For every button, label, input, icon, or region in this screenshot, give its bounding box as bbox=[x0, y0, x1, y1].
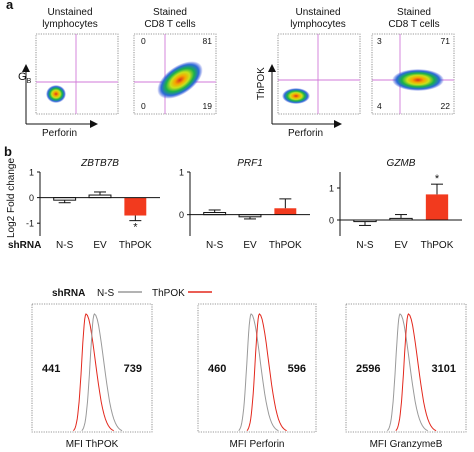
bar-chart-x-tick-label: ThPOK bbox=[421, 240, 454, 251]
bar-chart-2: PRF1 1 0 N-S EV ThPOK bbox=[179, 158, 310, 251]
flow-left-plot2-population bbox=[157, 61, 203, 99]
bar-chart-x-tick-label: N-S bbox=[56, 240, 74, 251]
bar bbox=[425, 194, 449, 220]
flow-left-quadrant-ll: 0 bbox=[141, 101, 146, 111]
flow-left-plot2-title-line1: Stained bbox=[153, 7, 187, 18]
histogram-curve bbox=[73, 313, 114, 432]
bar-chart-y-tick-label: 0 bbox=[329, 216, 334, 226]
histogram-x-label: MFI GranzymeB bbox=[370, 439, 443, 450]
bar-chart-y-tick-label: 1 bbox=[329, 184, 334, 194]
bar-chart-y-tick-label: 1 bbox=[179, 168, 184, 178]
flow-right-quadrant-ur: 71 bbox=[441, 36, 451, 46]
flow-right-plot2: 3 71 4 22 bbox=[371, 33, 455, 115]
histogram-3: 2596 3101 MFI GranzymeB bbox=[345, 303, 467, 450]
histogram-curve bbox=[387, 313, 428, 432]
bar-chart-x-tick-label: EV bbox=[93, 240, 107, 251]
flow-right-plot1-population bbox=[282, 88, 310, 104]
bar-chart-x-tick-label: N-S bbox=[206, 240, 224, 251]
histogram-frame bbox=[31, 303, 153, 433]
histogram-right-mfi: 3101 bbox=[432, 363, 456, 375]
panel-c-legend: shRNA N-S ThPOK bbox=[52, 288, 212, 299]
histogram-left-mfi: 2596 bbox=[356, 363, 380, 375]
histogram-curve bbox=[395, 313, 437, 432]
histogram-curve bbox=[246, 313, 287, 432]
panel-b-shrna-label: shRNA bbox=[8, 240, 41, 251]
bar-chart-x-tick-label: ThPOK bbox=[269, 240, 302, 251]
bar-chart-1: ZBTB7B 1 0 -1 N-S EV * ThPOK bbox=[26, 158, 160, 251]
histogram-1: 441 739 MFI ThPOK bbox=[31, 303, 153, 450]
bar-chart-y-tick-label: 0 bbox=[179, 210, 184, 220]
bar-chart-x-tick-label: EV bbox=[243, 240, 257, 251]
flow-right-plot1 bbox=[277, 33, 361, 115]
flow-left-quadrant-lr: 19 bbox=[203, 101, 213, 111]
significance-marker: * bbox=[435, 173, 440, 185]
flow-right-plot1-title-line1: Unstained bbox=[295, 7, 340, 18]
bar-chart-y-tick-label: -1 bbox=[26, 219, 34, 229]
histogram-2: 460 596 MFI Perforin bbox=[197, 303, 317, 450]
flow-right-x-axis-label: Perforin bbox=[288, 128, 323, 139]
histogram-left-mfi: 460 bbox=[208, 363, 226, 375]
legend-shrna-label: shRNA bbox=[52, 288, 85, 299]
bar-chart-x-tick-label: EV bbox=[394, 240, 408, 251]
histogram-right-mfi: 596 bbox=[288, 363, 306, 375]
flow-left-x-axis-label: Perforin bbox=[42, 128, 77, 139]
flow-left-plot2: 0 81 0 19 bbox=[133, 33, 217, 115]
histogram-x-label: MFI ThPOK bbox=[66, 439, 119, 450]
bar-chart-y-tick-label: 1 bbox=[29, 168, 34, 178]
histogram-curve bbox=[81, 313, 123, 432]
flow-left-plot1-population bbox=[46, 85, 66, 103]
histogram-left-mfi: 441 bbox=[42, 363, 60, 375]
bar-chart-title: ZBTB7B bbox=[80, 158, 119, 169]
bar-chart-y-tick-label: 0 bbox=[29, 193, 34, 203]
flow-left-plot1-title-line2: lymphocytes bbox=[42, 19, 98, 30]
panel-a-label: a bbox=[6, 0, 14, 12]
bar-chart-title: GZMB bbox=[387, 158, 416, 169]
flow-left-group: Unstained lymphocytes Stained CD8 T cell… bbox=[18, 7, 217, 139]
flow-left-plot2-title-line2: CD8 T cells bbox=[144, 19, 195, 30]
legend-thpok-label: ThPOK bbox=[152, 288, 185, 299]
histogram-curve bbox=[238, 313, 279, 432]
flow-right-plot2-title-line1: Stained bbox=[397, 7, 431, 18]
panel-b-label: b bbox=[4, 144, 12, 159]
flow-right-quadrant-ul: 3 bbox=[377, 36, 382, 46]
flow-left-quadrant-ul: 0 bbox=[141, 36, 146, 46]
flow-left-plot1-title-line1: Unstained bbox=[47, 7, 92, 18]
flow-right-group: Unstained lymphocytes Stained CD8 T cell… bbox=[256, 7, 455, 139]
legend-ns-label: N-S bbox=[97, 288, 115, 299]
flow-right-plot2-title-line2: CD8 T cells bbox=[388, 19, 439, 30]
flow-right-y-axis-label: ThPOK bbox=[256, 67, 267, 100]
flow-left-quadrant-ur: 81 bbox=[203, 36, 213, 46]
histogram-frame bbox=[345, 303, 467, 433]
panel-b-y-axis-label: Log2 Fold change bbox=[6, 158, 17, 239]
significance-marker: * bbox=[133, 222, 138, 234]
flow-left-plot1 bbox=[35, 33, 119, 115]
histogram-right-mfi: 739 bbox=[124, 363, 142, 375]
flow-right-plot1-title-line2: lymphocytes bbox=[290, 19, 346, 30]
bar bbox=[124, 197, 147, 216]
bar bbox=[274, 208, 297, 215]
flow-right-plot2-population bbox=[392, 69, 444, 91]
bar-chart-x-tick-label: N-S bbox=[356, 240, 374, 251]
flow-right-quadrant-ll: 4 bbox=[377, 101, 382, 111]
bar-chart-3: GZMB 1 0 N-S EV * ThPOK bbox=[329, 158, 462, 251]
flow-right-quadrant-lr: 22 bbox=[441, 101, 451, 111]
bar-chart-title: PRF1 bbox=[237, 158, 263, 169]
histogram-frame bbox=[197, 303, 317, 433]
histogram-x-label: MFI Perforin bbox=[229, 439, 284, 450]
bar-chart-x-tick-label: ThPOK bbox=[119, 240, 152, 251]
flow-left-y-axis-label: GB bbox=[18, 71, 32, 85]
histograms: 441 739 MFI ThPOK 460 596 MFI Perforin 2596 310… bbox=[31, 303, 467, 450]
